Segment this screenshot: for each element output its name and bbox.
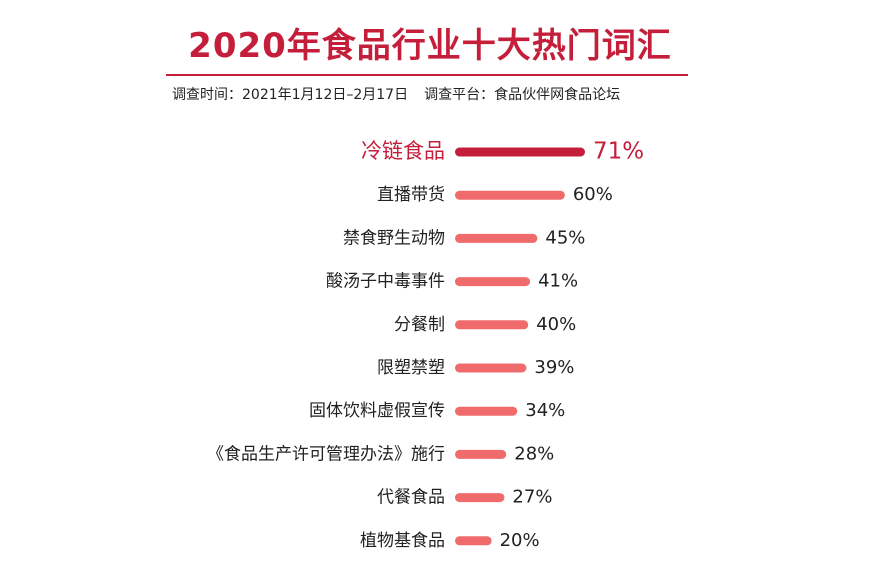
value-label: 20% [500, 530, 540, 551]
bar [455, 320, 529, 330]
category-label: 直播带货 [377, 185, 445, 205]
category-label: 酸汤子中毒事件 [326, 272, 445, 292]
bar [455, 363, 527, 373]
chart-title: 2020年食品行业十大热门词汇 [188, 26, 672, 66]
category-label: 冷链食品 [361, 139, 445, 163]
category-label: 分餐制 [394, 315, 445, 335]
bar [455, 233, 538, 243]
bar [455, 147, 585, 157]
category-label: 限塑禁塑 [377, 358, 445, 378]
survey-platform: 调查平台：食品伙伴网食品论坛 [424, 87, 621, 103]
category-label: 《食品生产许可管理办法》施行 [207, 444, 445, 464]
value-label: 41% [538, 271, 578, 292]
survey-time: 调查时间：2021年1月12日–2月17日 [172, 87, 409, 103]
survey-info: 调查时间：2021年1月12日–2月17日 调查平台：食品伙伴网食品论坛 [172, 84, 620, 104]
title-divider [166, 74, 688, 76]
value-label: 45% [545, 227, 585, 248]
bar [455, 190, 565, 200]
value-label: 34% [525, 400, 565, 421]
value-label: 28% [514, 443, 554, 464]
bar [455, 277, 531, 287]
bar [455, 493, 505, 503]
bar [455, 406, 518, 416]
bar [455, 449, 507, 459]
bar [455, 536, 492, 546]
category-label: 植物基食品 [360, 531, 445, 551]
category-label: 代餐食品 [377, 488, 445, 508]
value-label: 60% [573, 184, 613, 205]
category-label: 禁食野生动物 [343, 228, 445, 248]
category-label: 固体饮料虚假宣传 [309, 401, 445, 421]
value-label: 40% [536, 314, 576, 335]
value-label: 27% [512, 487, 552, 508]
value-label: 39% [534, 357, 574, 378]
value-label: 71% [593, 139, 644, 165]
